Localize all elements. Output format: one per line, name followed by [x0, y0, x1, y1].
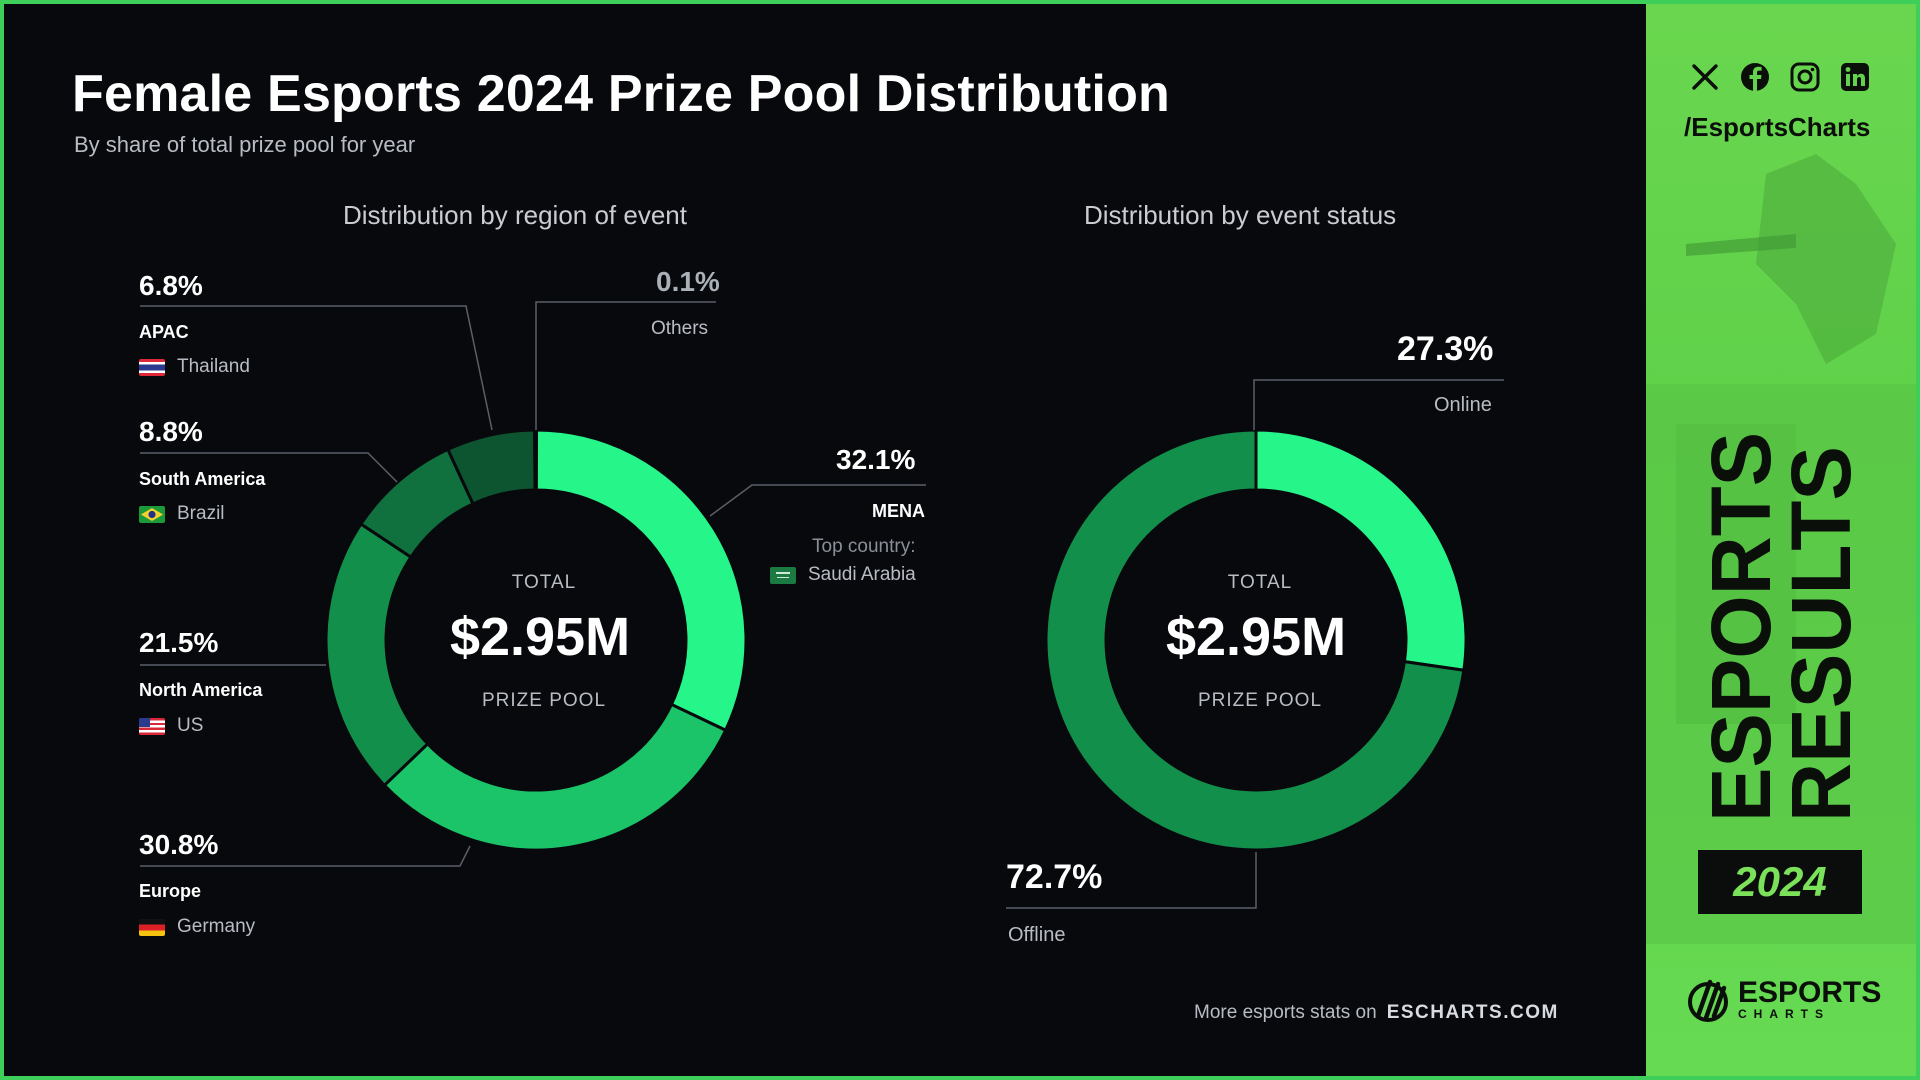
europe-country: Germany — [139, 916, 255, 938]
north-america-country: US — [139, 715, 203, 737]
europe-pct-label: 30.8% — [139, 829, 219, 860]
saudi-arabia-flag-icon — [770, 566, 796, 584]
esports-results-vertical-text: ESPORTS RESULTS — [1694, 432, 1868, 822]
south-america-region-label: South America — [139, 469, 266, 489]
footer: More esports stats on ESCHARTS.COM — [1194, 1002, 1559, 1024]
apac-pct-label: 6.8% — [139, 270, 203, 301]
region-center-amount: $2.95M — [449, 607, 631, 667]
status-center-total: TOTAL — [1227, 572, 1293, 593]
south-america-country-name: Brazil — [177, 503, 225, 524]
online-label: Online — [1434, 394, 1492, 416]
apac-leader-line — [140, 305, 493, 431]
south-america-leader-line — [140, 452, 398, 483]
north-america-region-label: North America — [139, 680, 263, 700]
year-badge: 2024 — [1698, 850, 1862, 914]
north-america-pct-label: 21.5% — [139, 627, 219, 658]
thailand-flag-icon — [139, 358, 165, 376]
year-label: 2024 — [1733, 858, 1827, 905]
region-slice-mena — [534, 428, 748, 733]
mena-country-name: Saudi Arabia — [808, 564, 916, 585]
us-flag-icon — [139, 717, 165, 735]
footer-text: More esports stats on — [1194, 1002, 1377, 1023]
region-slice-others — [533, 428, 539, 492]
region-center-total: TOTAL — [511, 572, 577, 593]
offline-label: Offline — [1008, 924, 1066, 946]
others-pct-label: 0.1% — [656, 266, 720, 297]
south-america-pct-label: 8.8% — [139, 416, 203, 447]
footer-site-link[interactable]: ESCHARTS.COM — [1386, 1002, 1559, 1023]
instagram-icon[interactable] — [1788, 60, 1822, 94]
main-panel: Female Esports 2024 Prize Pool Distribut… — [4, 4, 1646, 1076]
page-title: Female Esports 2024 Prize Pool Distribut… — [72, 65, 1171, 123]
charts-canvas — [140, 301, 1504, 909]
europe-country-name: Germany — [177, 916, 256, 937]
brand-name: ESPORTS — [1738, 976, 1882, 1009]
esports-charts-logo[interactable]: ESPORTS CHARTS — [1686, 976, 1881, 1024]
apac-country: Thailand — [139, 356, 250, 378]
apac-region-label: APAC — [139, 322, 189, 342]
linkedin-icon[interactable] — [1838, 60, 1872, 94]
social-handle[interactable]: /EsportsCharts — [1684, 112, 1871, 142]
brazil-flag-icon — [139, 505, 165, 523]
status-chart-title: Distribution by event status — [1084, 200, 1397, 230]
mena-top-country-caption: Top country: — [812, 536, 916, 557]
germany-flag-icon — [139, 918, 165, 936]
status-slice-offline — [1044, 428, 1466, 852]
apac-country-name: Thailand — [177, 356, 250, 377]
mena-country: Saudi Arabia — [770, 564, 916, 586]
online-pct-label: 27.3% — [1397, 330, 1494, 368]
esports-charts-logo-icon — [1688, 979, 1728, 1022]
europe-leader-line — [140, 845, 471, 867]
others-leader-line — [535, 301, 716, 430]
page-subtitle: By share of total prize pool for year — [74, 132, 416, 157]
status-center-amount: $2.95M — [1165, 607, 1347, 667]
vertical-word-esports: ESPORTS — [1694, 432, 1788, 822]
mena-region-label: MENA — [872, 501, 925, 521]
mena-pct-label: 32.1% — [836, 444, 916, 475]
region-center-prize-pool: PRIZE POOL — [481, 690, 607, 711]
region-chart-title: Distribution by region of event — [343, 200, 687, 230]
facebook-icon[interactable] — [1738, 60, 1772, 94]
vertical-word-results: RESULTS — [1774, 446, 1868, 822]
europe-region-label: Europe — [139, 881, 202, 901]
north-america-country-name: US — [177, 715, 204, 736]
south-america-country: Brazil — [139, 503, 225, 525]
sidebar: /EsportsCharts ESPORTS RESULTS 2024 ESPO… — [1646, 4, 1916, 1076]
sidebar-background-art — [1646, 154, 1916, 944]
x-icon[interactable] — [1688, 60, 1722, 94]
status-center-prize-pool: PRIZE POOL — [1197, 690, 1323, 711]
region-slice-europe — [382, 702, 728, 852]
others-label: Others — [651, 318, 709, 339]
offline-pct-label: 72.7% — [1006, 858, 1103, 896]
offline-leader-line — [1006, 852, 1257, 909]
brand-sub: CHARTS — [1738, 1007, 1830, 1021]
mena-leader-line — [709, 484, 926, 517]
online-leader-line — [1253, 379, 1504, 430]
